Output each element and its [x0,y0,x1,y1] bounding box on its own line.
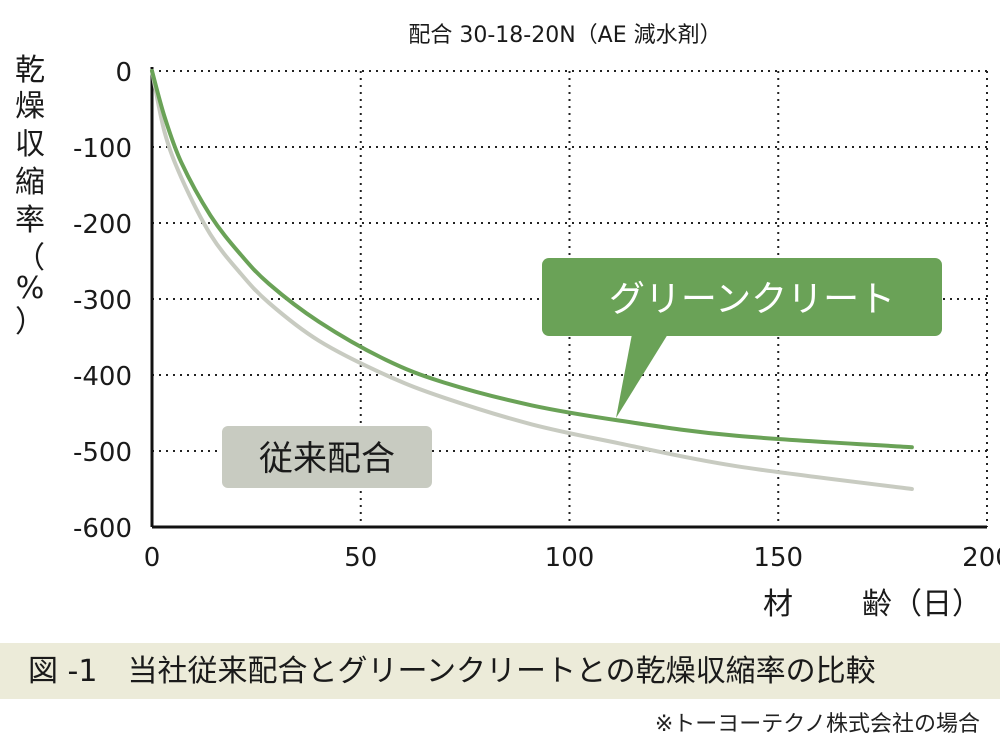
y-axis-label: 乾燥収縮率（%） [15,53,45,340]
series-label-conventional-box [222,426,432,488]
y-tick-label-3: -300 [73,286,132,316]
series-label-greencrete-text: グリーンクリート [609,279,895,320]
y-axis-label-char-5: （ [15,241,45,276]
x-tick-label-3: 150 [753,543,803,573]
credit-note: ※トーヨーテクノ株式会社の場合 [654,712,980,737]
y-tick-labels: 0 -100 -200 -300 -400 -500 -600 [73,58,132,544]
series-line-conventional [150,69,914,491]
x-tick-labels: 0 50 100 150 200 [144,543,1000,573]
y-axis-label-char-6: % [16,271,45,306]
y-tick-label-1: -100 [73,134,132,164]
x-tick-label-0: 0 [144,543,161,573]
y-tick-label-5: -500 [73,438,132,468]
figure-caption: 図 -1 当社従来配合とグリーンクリートとの乾燥収縮率の比較 [28,654,876,689]
series-label-greencrete-pointer [616,334,668,418]
y-tick-label-4: -400 [73,362,132,392]
y-axis-label-char-1: 燥 [15,89,45,124]
x-axis-label: 材 齢（日） [763,587,982,622]
series-label-greencrete-box [542,258,942,336]
chart-title: 配合 30-18-20N（AE 減水剤） [408,23,721,48]
y-axis-label-char-7: ） [15,305,45,340]
x-tick-label-4: 200 [962,543,1000,573]
y-tick-label-2: -200 [73,210,132,240]
series-label-conventional: 従来配合 [222,426,432,488]
y-tick-label-6: -600 [73,514,132,544]
x-axis-label-left: 材 [763,587,793,622]
chart-area: 配合 30-18-20N（AE 減水剤） 0 -100 -200 -300 -400 -5… [15,23,1000,622]
series-label-greencrete: グリーンクリート [542,258,942,418]
caption-band [0,643,1000,699]
y-tick-label-0: 0 [115,58,132,88]
x-tick-label-1: 50 [344,543,377,573]
x-tick-label-2: 100 [545,543,595,573]
axes [150,67,987,529]
x-axis-label-right: 齢（日） [862,587,982,622]
y-axis-label-char-2: 収 [15,127,45,162]
series-lines [150,69,914,491]
y-axis-label-char-3: 縮 [15,165,45,200]
series-line-greencrete [150,69,914,450]
y-axis-label-char-4: 率 [15,203,45,238]
series-label-conventional-text: 従来配合 [259,439,395,479]
y-axis-label-char-0: 乾 [15,53,45,88]
